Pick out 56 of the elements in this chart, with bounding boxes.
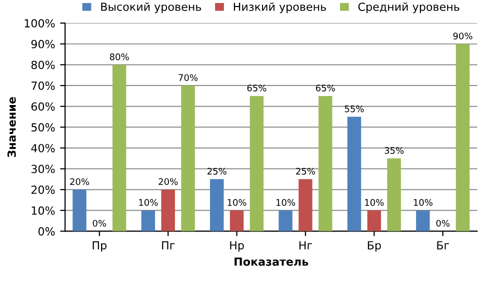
data-label: 10% [414, 199, 432, 206]
data-label: 20% [70, 178, 90, 186]
bar [210, 179, 224, 232]
data-label: 65% [316, 84, 335, 92]
data-label: 80% [110, 53, 129, 60]
legend-label: Средний уровень [358, 2, 460, 14]
y-tick-label: 60% [31, 102, 55, 111]
bar [318, 96, 332, 232]
bar [181, 86, 195, 232]
data-label: 70% [178, 74, 198, 82]
bar [456, 44, 470, 232]
y-tick-label: 100% [24, 19, 55, 28]
bar [347, 116, 362, 232]
y-tick-label: 30% [32, 164, 55, 174]
x-tick-label: Нг [299, 241, 312, 250]
y-tick-label: 70% [32, 82, 55, 90]
x-tick-label: Нр [230, 241, 244, 252]
data-label: 0% [92, 220, 106, 227]
y-tick-label: 0% [38, 227, 55, 236]
data-label: 10% [276, 199, 296, 206]
data-label: 65% [247, 84, 266, 92]
data-label: 20% [158, 178, 178, 186]
bar [161, 190, 175, 232]
data-label: 10% [228, 199, 246, 206]
bar [416, 210, 430, 232]
x-tick-label: Бр [368, 241, 381, 252]
bar [250, 96, 264, 232]
x-tick-label: Бг [437, 241, 450, 250]
y-tick-label: 40% [31, 144, 55, 152]
y-tick-label: 90% [31, 40, 55, 48]
y-tick-label: 10% [32, 206, 55, 215]
x-tick-label: Пр [92, 241, 107, 252]
bar [112, 64, 126, 232]
y-axis-title: Значение [7, 97, 16, 158]
y-tick-label: 50% [32, 123, 55, 132]
y-tick-label: 80% [31, 60, 55, 70]
data-label: 90% [453, 32, 472, 40]
bar [141, 210, 156, 232]
y-tick-label: 20% [31, 186, 55, 194]
bar [278, 210, 292, 232]
data-label: 10% [139, 199, 158, 206]
legend-label: Низкий уровень [234, 2, 326, 14]
bar [298, 179, 312, 232]
data-label: 25% [207, 168, 226, 175]
data-label: 25% [296, 168, 315, 175]
bar [72, 190, 86, 232]
data-label: 55% [344, 105, 364, 112]
x-axis-title: Показатель [234, 258, 308, 266]
x-tick-label: Пг [162, 241, 175, 250]
data-label: 0% [436, 220, 450, 227]
legend-label: Высокий уровень [101, 2, 202, 14]
bar [230, 210, 244, 232]
bar [367, 210, 382, 232]
data-label: 10% [365, 199, 384, 206]
bar [387, 158, 401, 232]
data-label: 35% [384, 147, 404, 154]
